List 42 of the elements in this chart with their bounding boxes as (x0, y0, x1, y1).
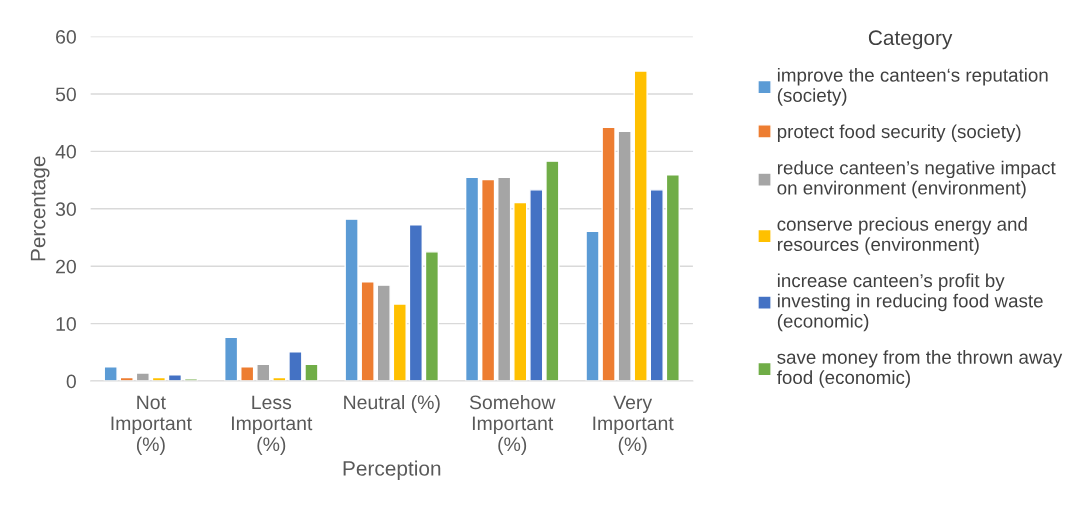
legend-label: improve the canteen‘s reputation (society) (777, 67, 1048, 106)
bar (256, 363, 271, 382)
bar (649, 189, 664, 382)
x-tick-label: Less Important (%) (232, 395, 313, 455)
bar (224, 336, 239, 382)
x-tick-label: Neutral (%) (344, 394, 440, 414)
y-tick-label: 20 (56, 259, 76, 274)
y-tick-label: 50 (55, 87, 76, 102)
bar (135, 372, 150, 382)
y-tick-label: 40 (55, 144, 76, 159)
x-tick-label: Not Important (%) (111, 395, 192, 455)
legend-label: increase canteen’s profit by investing in reducing food waste (economic) (777, 273, 1043, 332)
x-tick-label: Very Important (%) (593, 395, 674, 455)
bar (665, 174, 680, 382)
legend-title: Category (868, 30, 953, 50)
bar (633, 70, 648, 382)
bar (392, 303, 407, 382)
bar (497, 176, 512, 382)
legend-label: conserve precious energy and resources (environment) (777, 217, 1027, 255)
bar (617, 130, 632, 382)
bar (376, 284, 391, 382)
y-tick-label: 10 (56, 317, 76, 331)
bar (464, 176, 480, 382)
y-axis-title: Percentage (30, 156, 50, 261)
bar (529, 189, 544, 382)
y-tick-label: 30 (55, 202, 76, 217)
bar (360, 281, 375, 382)
bar (408, 224, 423, 382)
y-tick-label: 0 (66, 374, 76, 389)
bar (545, 160, 560, 382)
y-tick-label: 60 (56, 30, 76, 44)
x-tick-label: Somehow Important (%) (469, 394, 556, 455)
bar (481, 178, 496, 382)
legend-label: reduce canteen’s negative impact on environment (environment) (777, 160, 1056, 199)
bar (103, 366, 118, 382)
legend-label: protect food security (society) (777, 124, 1021, 142)
bar (424, 251, 440, 382)
legend-label: save money from the thrown away food (economic) (776, 350, 1063, 388)
bar (344, 218, 359, 382)
x-axis-title: Perception (343, 460, 441, 480)
bar (240, 366, 255, 382)
bar (513, 201, 528, 382)
